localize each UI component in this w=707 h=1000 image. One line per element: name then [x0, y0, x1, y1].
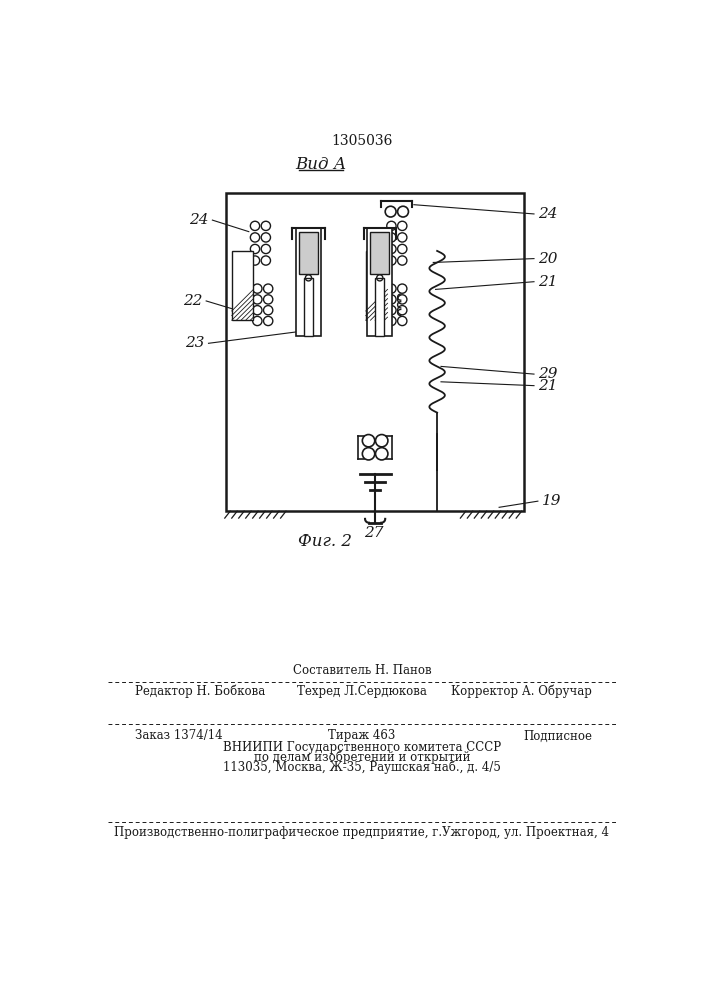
- Bar: [368, 228, 392, 336]
- Bar: [366, 251, 387, 320]
- Text: Вид А: Вид А: [296, 156, 346, 173]
- Text: 24: 24: [189, 213, 209, 227]
- Text: 21: 21: [538, 275, 557, 289]
- Text: 24: 24: [538, 207, 557, 221]
- Text: 113035, Москва, Ж-35, Раушская наб., д. 4/5: 113035, Москва, Ж-35, Раушская наб., д. …: [223, 761, 501, 774]
- Bar: [226, 193, 524, 511]
- Text: 27: 27: [364, 526, 383, 540]
- Text: 19: 19: [542, 494, 561, 508]
- Bar: [296, 228, 321, 336]
- Text: Производственно-полиграфическое предприятие, г.Ужгород, ул. Проектная, 4: Производственно-полиграфическое предприя…: [115, 826, 609, 839]
- Text: 22: 22: [183, 294, 202, 308]
- Bar: [375, 278, 385, 336]
- Text: Корректор А. Обручар: Корректор А. Обручар: [451, 685, 592, 698]
- Text: ВНИИПИ Государственного комитета СССР: ВНИИПИ Государственного комитета СССР: [223, 741, 501, 754]
- Text: 23: 23: [185, 336, 204, 350]
- Text: 20: 20: [538, 252, 557, 266]
- Text: по делам изобретений и открытий: по делам изобретений и открытий: [254, 751, 470, 764]
- Text: Тираж 463: Тираж 463: [328, 730, 396, 742]
- Text: 29: 29: [538, 367, 557, 381]
- Bar: [370, 232, 389, 274]
- Bar: [299, 232, 317, 274]
- Text: Составитель Н. Панов: Составитель Н. Панов: [293, 664, 431, 677]
- Text: 21: 21: [538, 379, 557, 393]
- Bar: [304, 278, 313, 336]
- Bar: [232, 251, 253, 320]
- Text: Фиг. 2: Фиг. 2: [298, 533, 352, 550]
- Text: Редактор Н. Бобкова: Редактор Н. Бобкова: [135, 685, 265, 698]
- Text: Подписное: Подписное: [523, 730, 592, 742]
- Text: 1305036: 1305036: [332, 134, 392, 148]
- Text: Техред Л.Сердюкова: Техред Л.Сердюкова: [297, 685, 427, 698]
- Text: Заказ 1374/14: Заказ 1374/14: [135, 730, 223, 742]
